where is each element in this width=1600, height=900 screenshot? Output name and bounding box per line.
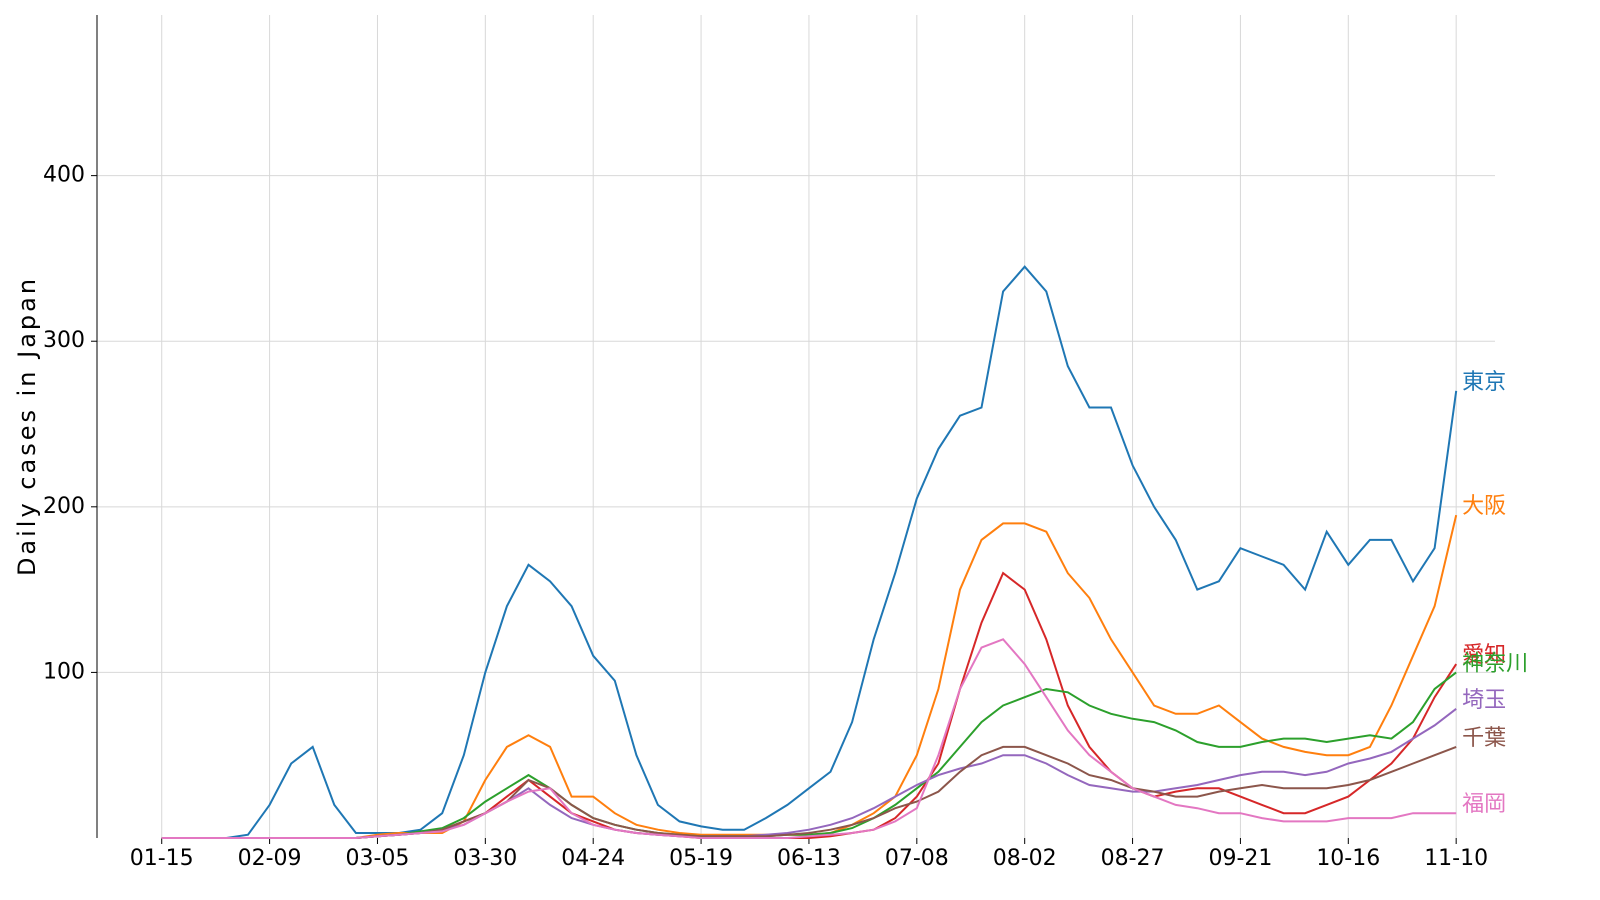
y-axis-label: Daily cases in Japan bbox=[13, 276, 41, 576]
x-tick-label: 05-19 bbox=[669, 846, 733, 871]
legend-label: 神奈川 bbox=[1462, 651, 1528, 676]
legend-label: 福岡 bbox=[1462, 792, 1506, 817]
y-tick-label: 300 bbox=[43, 328, 85, 353]
x-tick-label: 10-16 bbox=[1316, 846, 1380, 871]
y-tick-label: 100 bbox=[43, 659, 85, 684]
legend-label: 千葉 bbox=[1462, 726, 1506, 751]
legend-label: 愛知 bbox=[1462, 643, 1506, 668]
x-tick-label: 04-24 bbox=[561, 846, 625, 871]
legend-label: 大阪 bbox=[1462, 494, 1506, 519]
x-tick-label: 08-02 bbox=[993, 846, 1057, 871]
x-tick-label: 07-08 bbox=[885, 846, 949, 871]
legend-label: 埼玉 bbox=[1462, 688, 1506, 713]
legend-label: 東京 bbox=[1462, 370, 1506, 395]
x-tick-label: 02-09 bbox=[238, 846, 302, 871]
series-line bbox=[161, 265, 1458, 839]
x-tick-label: 03-30 bbox=[453, 846, 517, 871]
x-tick-label: 06-13 bbox=[777, 846, 841, 871]
series-line bbox=[161, 638, 1457, 839]
y-tick-label: 400 bbox=[43, 163, 85, 188]
x-tick-label: 09-21 bbox=[1208, 846, 1272, 871]
x-tick-label: 01-15 bbox=[130, 846, 194, 871]
x-tick-label: 03-05 bbox=[345, 846, 409, 871]
x-tick-label: 08-27 bbox=[1101, 846, 1165, 871]
x-tick-label: 11-10 bbox=[1424, 846, 1488, 871]
y-tick-label: 200 bbox=[43, 494, 85, 519]
